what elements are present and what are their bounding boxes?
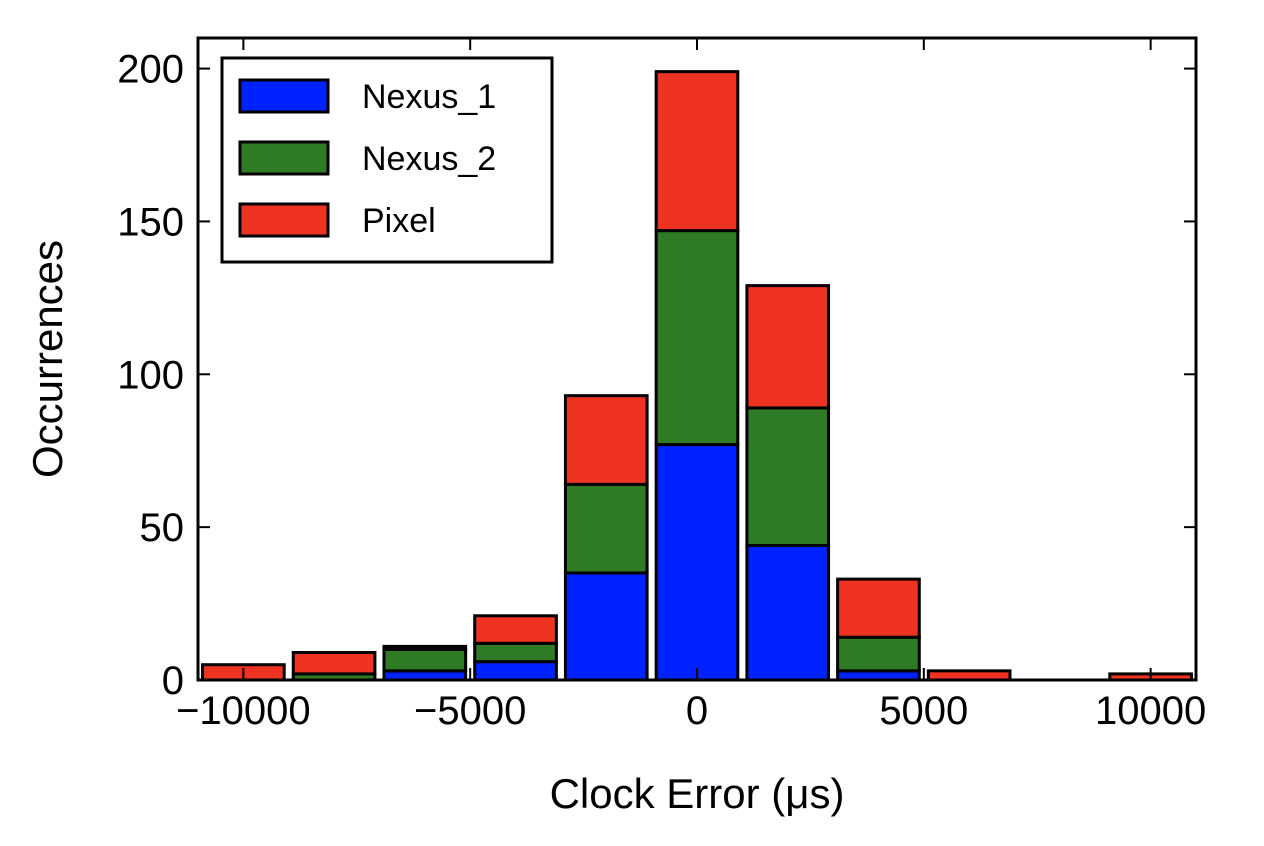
bar-nexus-2-bin-7 xyxy=(836,635,921,673)
legend: Nexus_1 Nexus_2 Pixel xyxy=(220,56,554,264)
bar-pixel-bin-6 xyxy=(745,284,831,410)
bar-pixel-bin-3 xyxy=(473,614,558,645)
legend-label-nexus-2: Nexus_2 xyxy=(362,140,496,178)
bar-nexus-2-bin-3 xyxy=(473,641,558,664)
bar-pixel-bin-2 xyxy=(382,644,468,651)
bar-pixel-bin-7 xyxy=(836,577,921,639)
bar-pixel-bin-4 xyxy=(563,394,649,486)
x-axis-label: Clock Error (μs) xyxy=(550,770,845,817)
x-tick-label: −10000 xyxy=(176,689,311,733)
bar-nexus-2-bin-4 xyxy=(563,482,649,575)
legend-swatch-nexus-1 xyxy=(238,78,330,114)
bar-pixel-bin-1 xyxy=(291,650,377,676)
y-tick-label: 100 xyxy=(117,353,184,397)
plot-frame xyxy=(196,36,1198,682)
bars-group xyxy=(201,70,1193,682)
legend-swatch-pixel xyxy=(238,202,330,238)
x-tick-label: 10000 xyxy=(1095,689,1206,733)
y-tick-label: 0 xyxy=(162,659,184,703)
legend-swatch-nexus-2 xyxy=(238,140,330,176)
bar-nexus-1-bin-4 xyxy=(563,571,649,682)
x-tick-label: 5000 xyxy=(879,689,968,733)
y-tick-label: 50 xyxy=(140,506,185,550)
y-tick-label: 200 xyxy=(117,48,184,92)
x-tick-label: 0 xyxy=(686,689,708,733)
bar-nexus-1-bin-3 xyxy=(473,660,558,682)
legend-label-nexus-1: Nexus_1 xyxy=(362,78,496,116)
legend-label-pixel: Pixel xyxy=(362,202,436,240)
bar-pixel-bin-5 xyxy=(654,70,740,233)
bar-nexus-2-bin-5 xyxy=(654,229,740,447)
ticks-group: −10000 −5000 0 5000 10000 0 50 100 150 200 xyxy=(117,38,1206,733)
y-axis-label: Occurrences xyxy=(24,240,71,478)
bar-nexus-1-bin-6 xyxy=(745,543,831,682)
bar-nexus-1-bin-5 xyxy=(654,443,740,682)
bar-nexus-2-bin-2 xyxy=(382,647,468,673)
bar-nexus-2-bin-6 xyxy=(745,406,831,547)
x-tick-label: −5000 xyxy=(414,689,526,733)
y-tick-label: 150 xyxy=(117,200,184,244)
